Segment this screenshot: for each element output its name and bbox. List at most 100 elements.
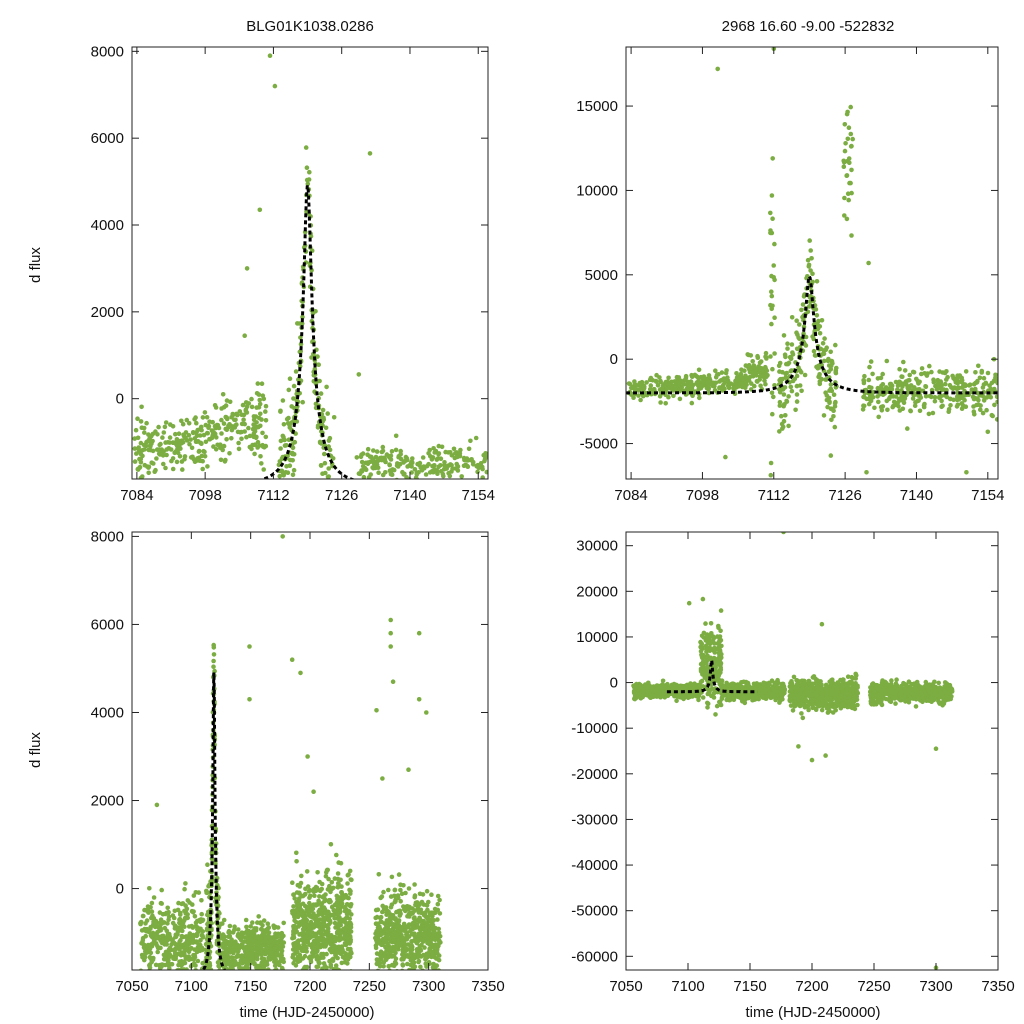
data-point — [923, 394, 929, 399]
data-point — [416, 697, 422, 702]
data-point — [342, 927, 348, 932]
data-point — [178, 438, 183, 444]
y-tick-label: 15000 — [576, 98, 618, 115]
data-point — [635, 383, 640, 388]
data-point — [199, 424, 204, 430]
data-point — [302, 914, 308, 920]
data-point — [199, 427, 204, 433]
data-point — [416, 901, 422, 907]
data-point — [219, 431, 224, 436]
data-point — [290, 472, 296, 478]
data-point — [708, 621, 714, 626]
data-point — [203, 1003, 208, 1008]
data-point — [189, 445, 195, 451]
data-point — [821, 413, 827, 418]
data-point — [308, 893, 313, 899]
data-point — [345, 873, 351, 878]
data-point — [318, 391, 324, 396]
data-point — [343, 954, 349, 959]
data-point — [985, 370, 991, 376]
data-point — [367, 151, 373, 156]
data-point — [134, 451, 139, 456]
data-point — [431, 483, 436, 488]
data-point — [167, 435, 173, 440]
data-point — [277, 459, 283, 464]
data-point — [223, 414, 228, 420]
data-point — [212, 668, 217, 674]
data-point — [155, 432, 160, 437]
data-point — [248, 924, 253, 929]
data-point — [397, 480, 402, 485]
data-point — [432, 906, 438, 912]
data-point — [146, 470, 151, 476]
data-point — [907, 377, 912, 383]
data-point — [180, 421, 186, 427]
data-point — [205, 862, 210, 867]
data-point — [907, 372, 912, 378]
data-point — [960, 384, 966, 389]
data-point — [964, 470, 969, 475]
data-point — [441, 473, 446, 479]
data-point — [139, 404, 144, 410]
data-point — [436, 451, 441, 457]
data-point — [205, 926, 210, 932]
data-point — [437, 897, 442, 903]
data-point — [278, 934, 284, 940]
data-point — [421, 918, 427, 924]
data-point — [412, 953, 417, 958]
data-point — [138, 920, 143, 926]
data-point — [310, 950, 315, 955]
data-point — [215, 442, 220, 448]
data-point — [912, 403, 918, 409]
data-point — [277, 482, 282, 487]
data-point — [255, 934, 261, 940]
data-point — [824, 393, 830, 398]
data-point — [328, 920, 333, 925]
data-point — [151, 895, 157, 900]
data-point — [962, 397, 967, 403]
data-point — [311, 902, 316, 907]
data-point — [377, 964, 383, 969]
data-point — [299, 873, 304, 879]
plot-frame — [625, 46, 999, 480]
data-point — [331, 912, 336, 918]
data-point — [178, 961, 184, 967]
data-point — [886, 396, 892, 402]
data-point — [862, 394, 867, 400]
data-point — [422, 926, 427, 932]
data-point — [321, 961, 327, 966]
data-point — [193, 415, 198, 420]
data-point — [338, 909, 343, 915]
data-point — [414, 940, 420, 946]
data-point — [821, 351, 827, 357]
data-point — [160, 453, 166, 458]
data-point — [810, 271, 815, 277]
data-point — [198, 937, 203, 943]
data-point — [758, 383, 763, 389]
data-point — [194, 939, 199, 944]
data-point — [403, 908, 408, 914]
data-point — [260, 393, 266, 399]
data-point — [416, 959, 421, 965]
data-point — [246, 401, 252, 406]
data-point — [317, 917, 323, 922]
data-point — [308, 233, 314, 239]
data-point — [214, 435, 219, 440]
data-point — [155, 949, 160, 955]
data-point — [715, 659, 720, 665]
data-point — [398, 887, 403, 893]
data-point — [276, 975, 281, 980]
data-point — [689, 374, 695, 380]
data-point — [217, 982, 222, 987]
data-point — [406, 954, 411, 960]
data-point — [148, 950, 154, 956]
data-point — [397, 461, 403, 467]
x-tick-label: 7150 — [234, 978, 267, 995]
data-point — [162, 424, 168, 430]
data-point — [166, 917, 171, 922]
data-point — [325, 867, 331, 873]
data-point — [147, 443, 153, 449]
data-point — [255, 381, 261, 386]
data-point — [420, 972, 425, 977]
data-point — [866, 260, 871, 266]
